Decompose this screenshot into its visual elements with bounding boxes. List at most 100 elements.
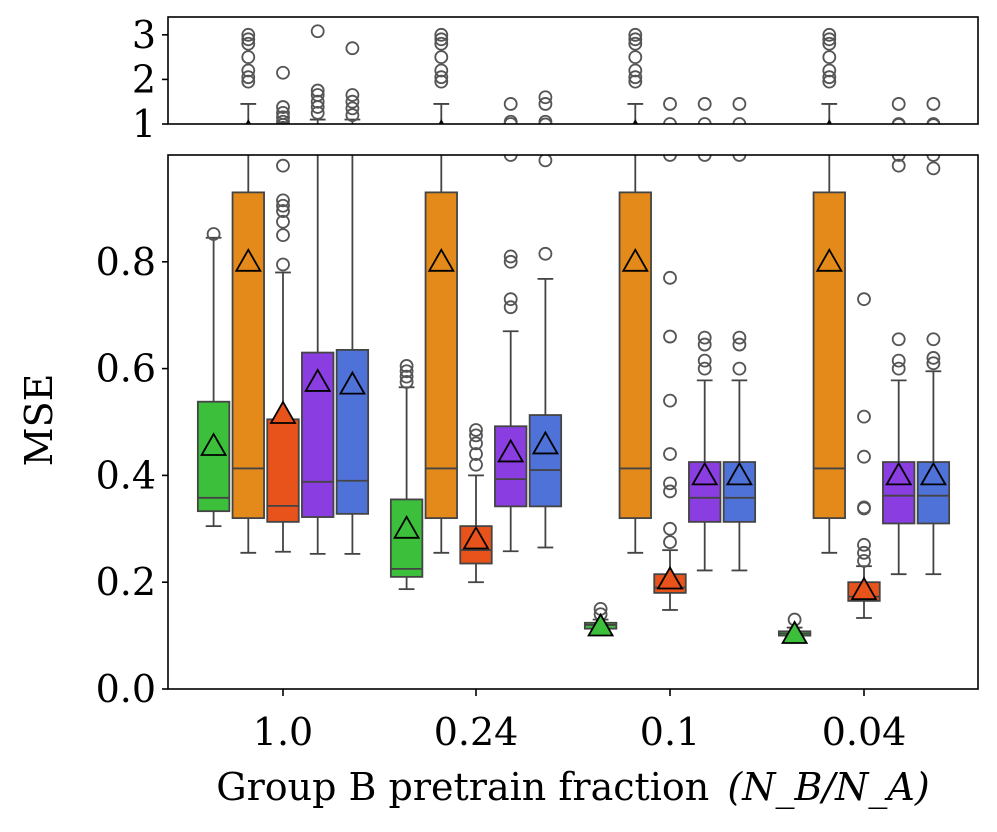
outlier-point: [505, 126, 517, 138]
outlier-point: [699, 136, 711, 148]
outlier-point: [628, 27, 643, 42]
outlier-point: [276, 228, 290, 243]
outlier-point: [241, 50, 256, 65]
mean-marker: [497, 438, 525, 463]
top-panel-frame: [167, 16, 979, 125]
outlier-point: [858, 152, 870, 164]
outlier-point: [503, 292, 518, 307]
outlier-point: [732, 337, 747, 352]
outlier-point: [241, 27, 256, 42]
outlier-point: [697, 155, 712, 162]
outlier-point: [505, 127, 517, 139]
mean-marker: [693, 139, 717, 160]
box-top-0.24-purple: [495, 97, 527, 154]
box-body: [426, 127, 458, 154]
outlier-point: [278, 122, 288, 124]
box-body: [198, 145, 230, 154]
mean-marker: [393, 514, 421, 539]
box-top-1.0-red-orange: [276, 65, 290, 124]
outlier-point: [345, 94, 360, 109]
outlier-point: [663, 521, 677, 536]
outlier-point: [697, 117, 712, 124]
outlier-point: [539, 126, 551, 138]
outlier-point: [857, 537, 871, 552]
outlier-point: [891, 332, 906, 347]
box-top-0.24-blue: [538, 90, 553, 138]
outlier-point: [469, 447, 483, 461]
outlier-point: [399, 369, 414, 384]
outlier-point: [822, 63, 837, 78]
mean-marker: [850, 576, 878, 601]
outlier-point: [345, 88, 360, 102]
outlier-point: [891, 361, 906, 376]
outlier-point: [310, 88, 325, 102]
box-body: [233, 127, 264, 154]
outlier-point: [927, 133, 939, 145]
outlier-point: [893, 133, 905, 145]
top-ytick-label: 1: [132, 102, 156, 146]
outlier-point: [469, 423, 483, 437]
top-panel-marks: [198, 24, 941, 168]
mean-marker: [340, 131, 364, 152]
box-main-0.24-orange: [424, 155, 458, 554]
mean-marker: [725, 461, 753, 486]
outlier-point: [595, 156, 607, 168]
outlier-point: [697, 330, 712, 345]
box-main-0.1-blue: [722, 155, 757, 572]
outlier-point: [663, 476, 677, 491]
outlier-point: [697, 353, 712, 368]
main-ytick-label: 0.4: [96, 453, 156, 497]
outlier-point: [276, 105, 290, 120]
box-main-1.0-green: [196, 227, 231, 528]
box-body: [196, 400, 231, 513]
outlier-point: [891, 158, 906, 173]
outlier-point: [276, 257, 290, 272]
mean-marker: [338, 370, 366, 395]
outlier-point: [401, 137, 413, 149]
outlier-point: [434, 27, 449, 42]
box-body: [495, 147, 527, 154]
box-main-0.24-purple: [494, 155, 528, 553]
outlier-point: [505, 130, 517, 142]
box-top-0.04-purple: [891, 97, 906, 147]
outlier-point: [664, 128, 676, 140]
mean-marker: [462, 525, 490, 550]
mean-marker: [395, 143, 419, 164]
box-main-1.0-red-orange: [266, 158, 300, 553]
outlier-point: [858, 148, 870, 160]
mean-marker: [815, 247, 843, 272]
outlier-point: [538, 155, 553, 168]
box-main-0.04-purple: [882, 155, 916, 576]
outlier-point: [505, 131, 517, 143]
outlier-point: [503, 254, 518, 269]
outlier-point: [857, 292, 871, 307]
outlier-point: [697, 97, 712, 111]
outlier-point: [470, 141, 482, 153]
outlier-point: [732, 117, 747, 124]
outlier-point: [241, 63, 256, 78]
box-body: [618, 191, 652, 520]
outlier-point: [927, 135, 939, 147]
box-top-0.1-red-orange: [663, 97, 677, 145]
y-axis-label: MSE: [17, 374, 61, 467]
outlier-point: [893, 135, 905, 147]
box-main-0.1-green: [583, 602, 618, 637]
mean-marker: [727, 139, 751, 160]
outlier-point: [664, 133, 676, 145]
outlier-point: [628, 32, 643, 47]
mean-marker: [202, 136, 226, 157]
xtick-label: 1.0: [253, 710, 313, 754]
x-axis-label: Group B pretrain fraction (N_B/N_A): [216, 765, 929, 810]
mean-marker: [885, 461, 913, 486]
xtick-label: 0.04: [822, 710, 907, 754]
outlier-point: [699, 133, 711, 145]
outlier-point: [663, 447, 677, 461]
box-main-0.24-blue: [528, 155, 563, 549]
outlier-point: [926, 351, 941, 365]
outlier-point: [857, 545, 871, 560]
outlier-point: [891, 117, 906, 124]
outlier-point: [276, 198, 290, 213]
outlier-point: [926, 356, 941, 371]
box-top-0.04-orange: [821, 27, 838, 124]
outlier-point: [538, 246, 553, 261]
